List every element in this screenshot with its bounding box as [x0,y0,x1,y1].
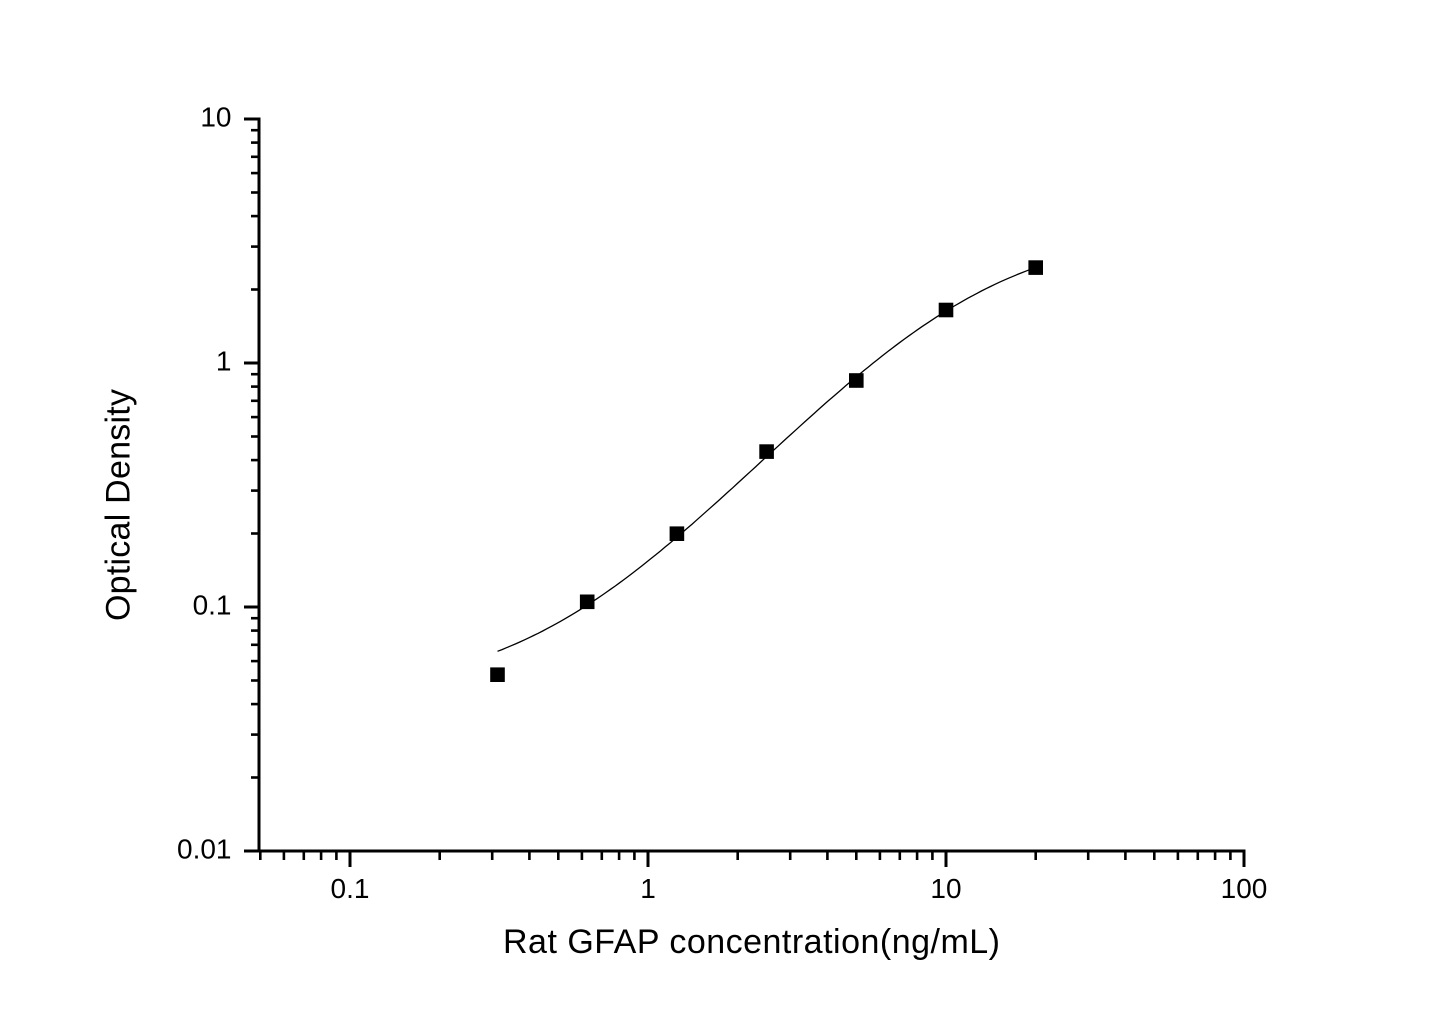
svg-text:1: 1 [640,873,656,904]
svg-text:Rat GFAP concentration(ng/mL): Rat GFAP concentration(ng/mL) [503,923,1000,961]
svg-text:0.01: 0.01 [177,834,232,865]
svg-text:10: 10 [930,873,961,904]
svg-text:0.1: 0.1 [331,873,370,904]
svg-text:100: 100 [1221,873,1268,904]
svg-text:Optical Density: Optical Density [100,389,138,621]
svg-text:10: 10 [200,102,231,133]
svg-text:0.1: 0.1 [193,590,232,621]
svg-text:1: 1 [216,346,232,377]
